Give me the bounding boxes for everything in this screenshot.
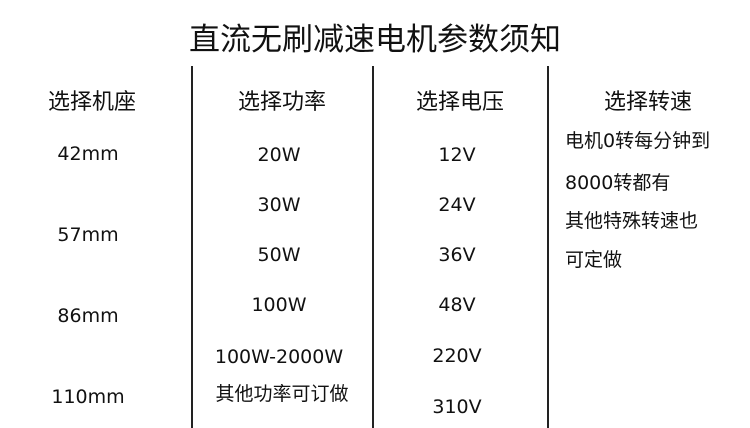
voltage-value: 48V (438, 294, 476, 316)
header-frame-size: 选择机座 (47, 90, 137, 115)
voltage-value: 310V (432, 396, 482, 418)
frame-size-value: 57mm (57, 224, 119, 246)
column-divider (372, 66, 374, 428)
power-value: 100W-2000W (214, 346, 344, 368)
page-title: 直流无刷减速电机参数须知 (189, 22, 561, 58)
column-divider (191, 66, 193, 428)
frame-size-value: 42mm (57, 143, 119, 165)
speed-note-line: 8000转都有 (565, 172, 671, 194)
power-value: 30W (257, 194, 301, 216)
frame-size-value: 110mm (51, 386, 125, 408)
power-note: 其他功率可订做 (215, 383, 349, 405)
speed-note-line: 其他特殊转速也 (565, 210, 699, 232)
voltage-value: 24V (438, 194, 476, 216)
power-value: 50W (257, 244, 301, 266)
voltage-value: 36V (438, 244, 476, 266)
header-voltage: 选择电压 (415, 90, 505, 115)
power-value: 20W (257, 144, 301, 166)
speed-note-line: 电机0转每分钟到 (565, 130, 711, 152)
frame-size-value: 86mm (57, 305, 119, 327)
header-speed: 选择转速 (603, 90, 693, 115)
voltage-value: 12V (438, 144, 476, 166)
speed-note-line: 可定做 (565, 249, 623, 271)
column-divider (547, 66, 549, 428)
voltage-value: 220V (432, 345, 482, 367)
power-value: 100W (251, 294, 307, 316)
header-power: 选择功率 (237, 90, 327, 115)
